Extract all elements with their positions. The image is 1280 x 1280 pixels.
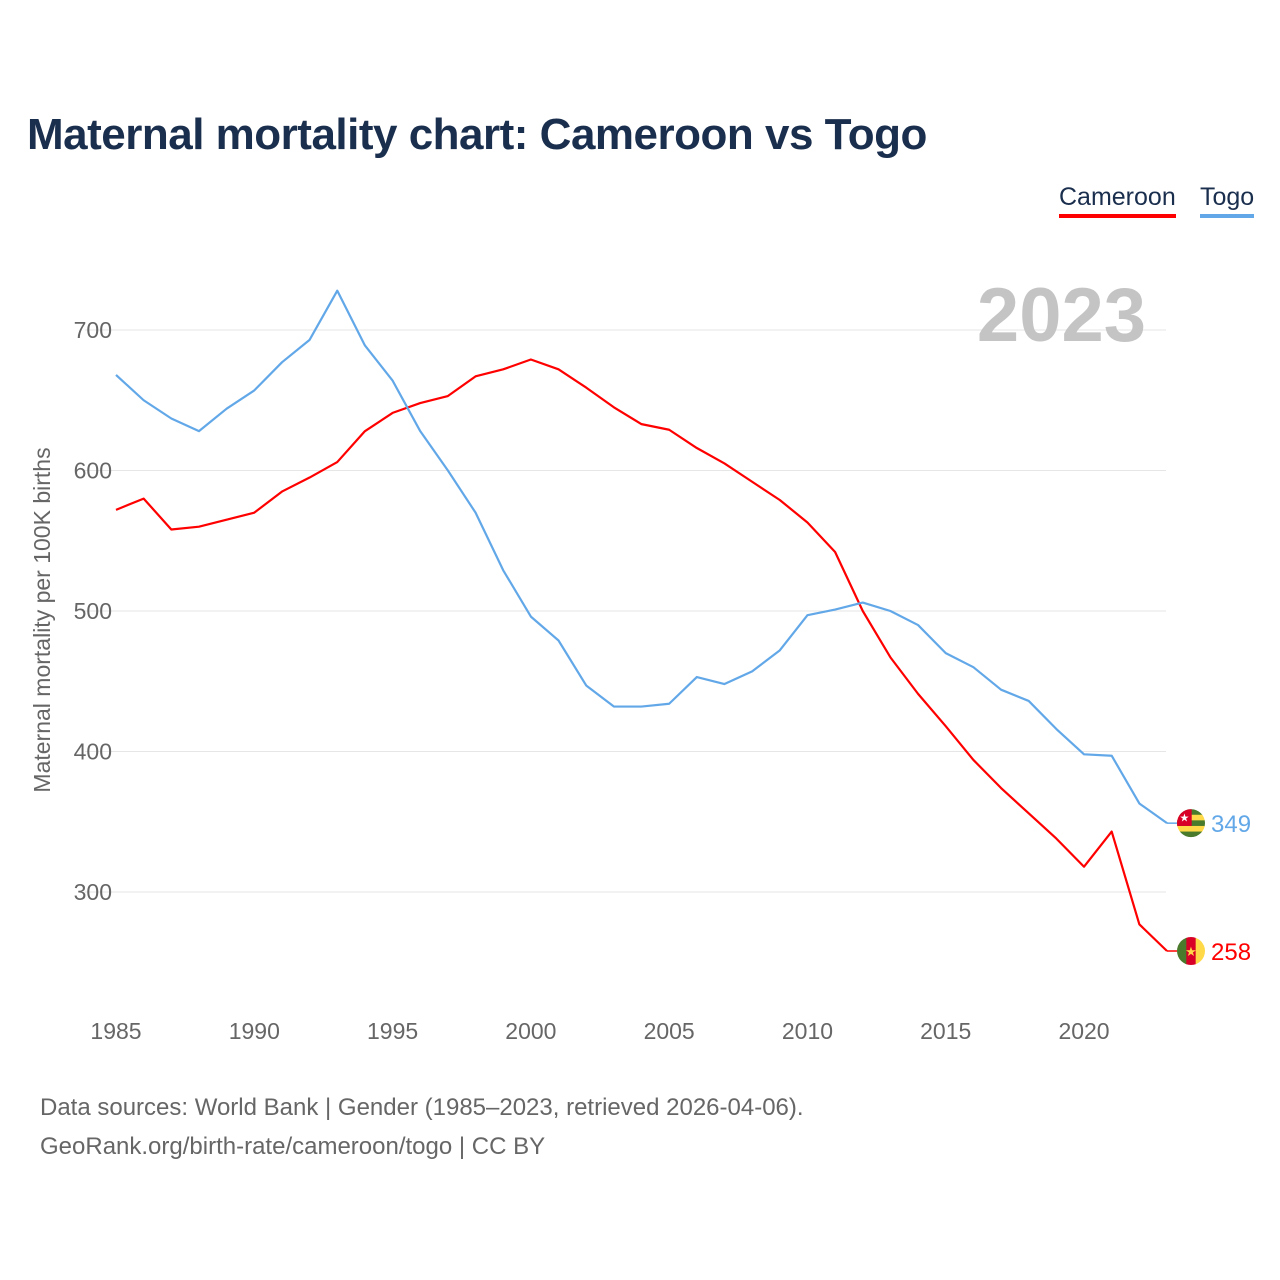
y-tick-label: 300 bbox=[74, 879, 112, 905]
svg-text:★: ★ bbox=[1185, 944, 1197, 959]
svg-text:★: ★ bbox=[1179, 813, 1189, 825]
year-label: 2023 bbox=[977, 273, 1146, 358]
x-tick-label: 1990 bbox=[229, 1018, 280, 1044]
x-tick-label: 2015 bbox=[920, 1018, 971, 1044]
x-tick-label: 2020 bbox=[1058, 1018, 1109, 1044]
x-tick-label: 1985 bbox=[90, 1018, 141, 1044]
y-tick-label: 400 bbox=[74, 739, 112, 765]
y-axis-label: Maternal mortality per 100K births bbox=[29, 447, 55, 792]
x-tick-label: 1995 bbox=[367, 1018, 418, 1044]
end-value-label-togo: 349 bbox=[1211, 811, 1251, 838]
x-tick-label: 2010 bbox=[782, 1018, 833, 1044]
series-line-togo bbox=[115, 289, 1168, 825]
legend-togo[interactable]: Togo bbox=[1200, 183, 1255, 218]
source-note: Data sources: World Bank | Gender (1985–… bbox=[40, 1088, 804, 1166]
source-line-1: Data sources: World Bank | Gender (1985–… bbox=[40, 1094, 804, 1121]
chart-title: Maternal mortality chart: Cameroon vs To… bbox=[27, 110, 927, 159]
end-value-label-cameroon: 258 bbox=[1211, 939, 1251, 966]
source-line-2[interactable]: GeoRank.org/birth-rate/cameroon/togo | C… bbox=[40, 1133, 546, 1160]
x-tick-label: 2005 bbox=[644, 1018, 695, 1044]
legend-cameroon[interactable]: Cameroon bbox=[1059, 183, 1176, 218]
series-line-cameroon bbox=[115, 358, 1168, 952]
togo-flag-icon: ★ bbox=[1177, 809, 1205, 838]
y-tick-label: 500 bbox=[74, 598, 112, 624]
x-tick-label: 2000 bbox=[505, 1018, 556, 1044]
cameroon-flag-icon: ★ bbox=[1177, 937, 1205, 966]
y-tick-label: 600 bbox=[74, 458, 112, 484]
y-tick-label: 700 bbox=[74, 317, 112, 343]
